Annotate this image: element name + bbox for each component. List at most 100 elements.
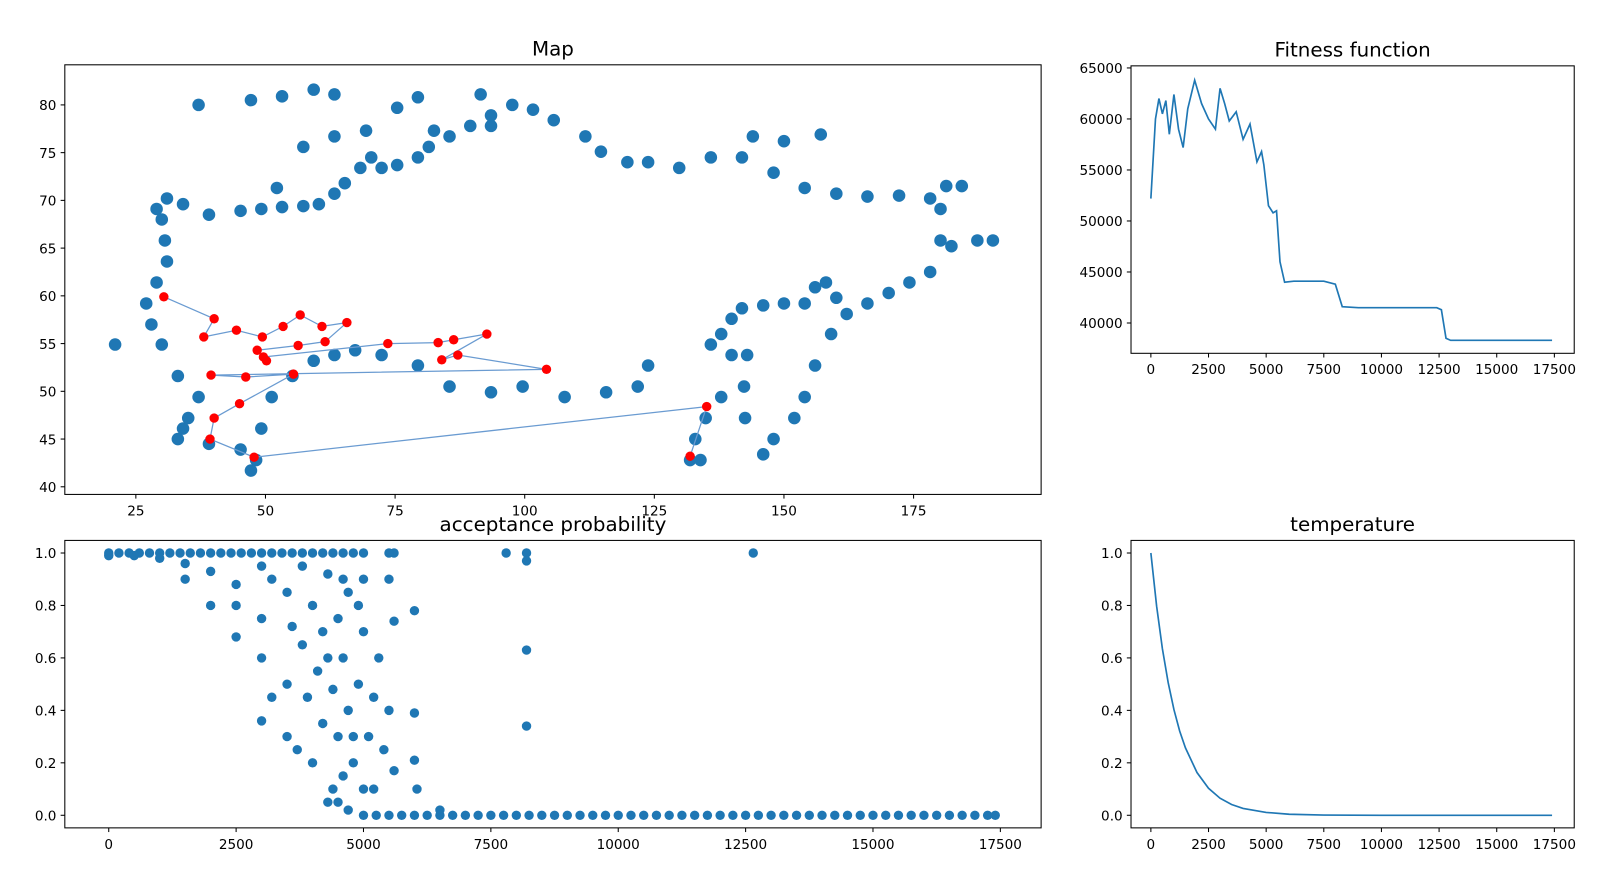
point (202, 208, 216, 221)
point (986, 234, 1000, 247)
point (180, 574, 190, 584)
point (241, 372, 251, 382)
point (728, 810, 738, 820)
point (171, 369, 185, 383)
point (971, 234, 984, 247)
x-tick-label: 5000 (1249, 362, 1284, 378)
point (275, 90, 289, 103)
x-tick-label: 10000 (1360, 362, 1403, 378)
point (817, 810, 827, 820)
point (348, 343, 362, 357)
point (159, 292, 169, 302)
point (379, 745, 389, 755)
x-tick-label: 2500 (1191, 362, 1226, 378)
point (753, 810, 764, 820)
point (255, 422, 268, 435)
subplot: acceptance probability 0 2500 5000 7500 10000… (35, 513, 1042, 853)
point (830, 291, 843, 305)
point (390, 158, 404, 172)
y-tick-label: 80 (39, 98, 56, 114)
point (579, 130, 592, 143)
point (411, 90, 425, 104)
point (323, 653, 333, 663)
point (537, 810, 547, 820)
point (258, 352, 269, 362)
y-tick-label: 0.8 (1101, 599, 1123, 615)
point (216, 548, 226, 558)
point (236, 548, 246, 558)
point (181, 411, 195, 425)
point (246, 548, 257, 558)
point (257, 332, 268, 342)
point (923, 192, 937, 205)
x-tick-label: 10000 (597, 837, 640, 853)
point (702, 810, 713, 820)
x-tick-label: 2500 (219, 837, 254, 853)
point (318, 718, 328, 729)
point (549, 810, 560, 820)
point (409, 810, 420, 820)
point (448, 335, 459, 345)
point (180, 558, 190, 569)
y-tick-label: 1.0 (35, 546, 57, 562)
point (354, 161, 367, 175)
point (282, 731, 292, 742)
point (437, 355, 447, 365)
x-tick-label: 150 (771, 503, 797, 519)
point (464, 119, 477, 133)
point (482, 329, 492, 339)
point (798, 297, 811, 310)
y-tick-label: 55000 (1079, 163, 1122, 179)
point (903, 276, 916, 289)
point (270, 181, 284, 195)
y-tick-label: 0.6 (35, 651, 57, 667)
point (160, 255, 174, 268)
point (453, 350, 463, 360)
point (154, 553, 165, 563)
point (443, 380, 456, 393)
point (297, 640, 308, 650)
y-tick-label: 0.0 (1101, 809, 1123, 825)
point (375, 161, 388, 175)
point (460, 810, 471, 820)
point (165, 548, 175, 558)
point (906, 810, 916, 820)
point (779, 810, 789, 820)
point (333, 731, 343, 742)
point (342, 317, 352, 328)
point (868, 810, 878, 820)
y-tick-label: 0.4 (35, 704, 57, 720)
y-tick-label: 0.0 (35, 809, 57, 825)
point (129, 550, 139, 561)
x-tick-label: 0 (1147, 837, 1156, 853)
point (746, 130, 760, 143)
point (358, 810, 369, 820)
point (798, 181, 811, 195)
point (383, 338, 393, 349)
point (104, 550, 114, 561)
x-tick-label: 5000 (1249, 837, 1284, 853)
point (689, 810, 700, 820)
point (307, 600, 318, 611)
point (594, 145, 608, 158)
point (881, 810, 891, 820)
y-tick-label: 60000 (1079, 112, 1122, 128)
point (748, 548, 758, 558)
point (934, 202, 947, 216)
point (575, 810, 585, 820)
point (282, 587, 292, 598)
point (252, 345, 262, 355)
point (209, 314, 219, 324)
point (312, 666, 323, 676)
chart-title: acceptance probability (440, 513, 667, 536)
axes-frame (64, 64, 1042, 495)
point (957, 810, 967, 820)
axes-frame (1130, 65, 1575, 354)
x-tick-label: 7500 (474, 837, 509, 853)
point (353, 600, 364, 611)
point (256, 548, 267, 558)
point (767, 432, 780, 446)
point (185, 548, 195, 558)
point (312, 197, 326, 211)
point (788, 411, 801, 425)
